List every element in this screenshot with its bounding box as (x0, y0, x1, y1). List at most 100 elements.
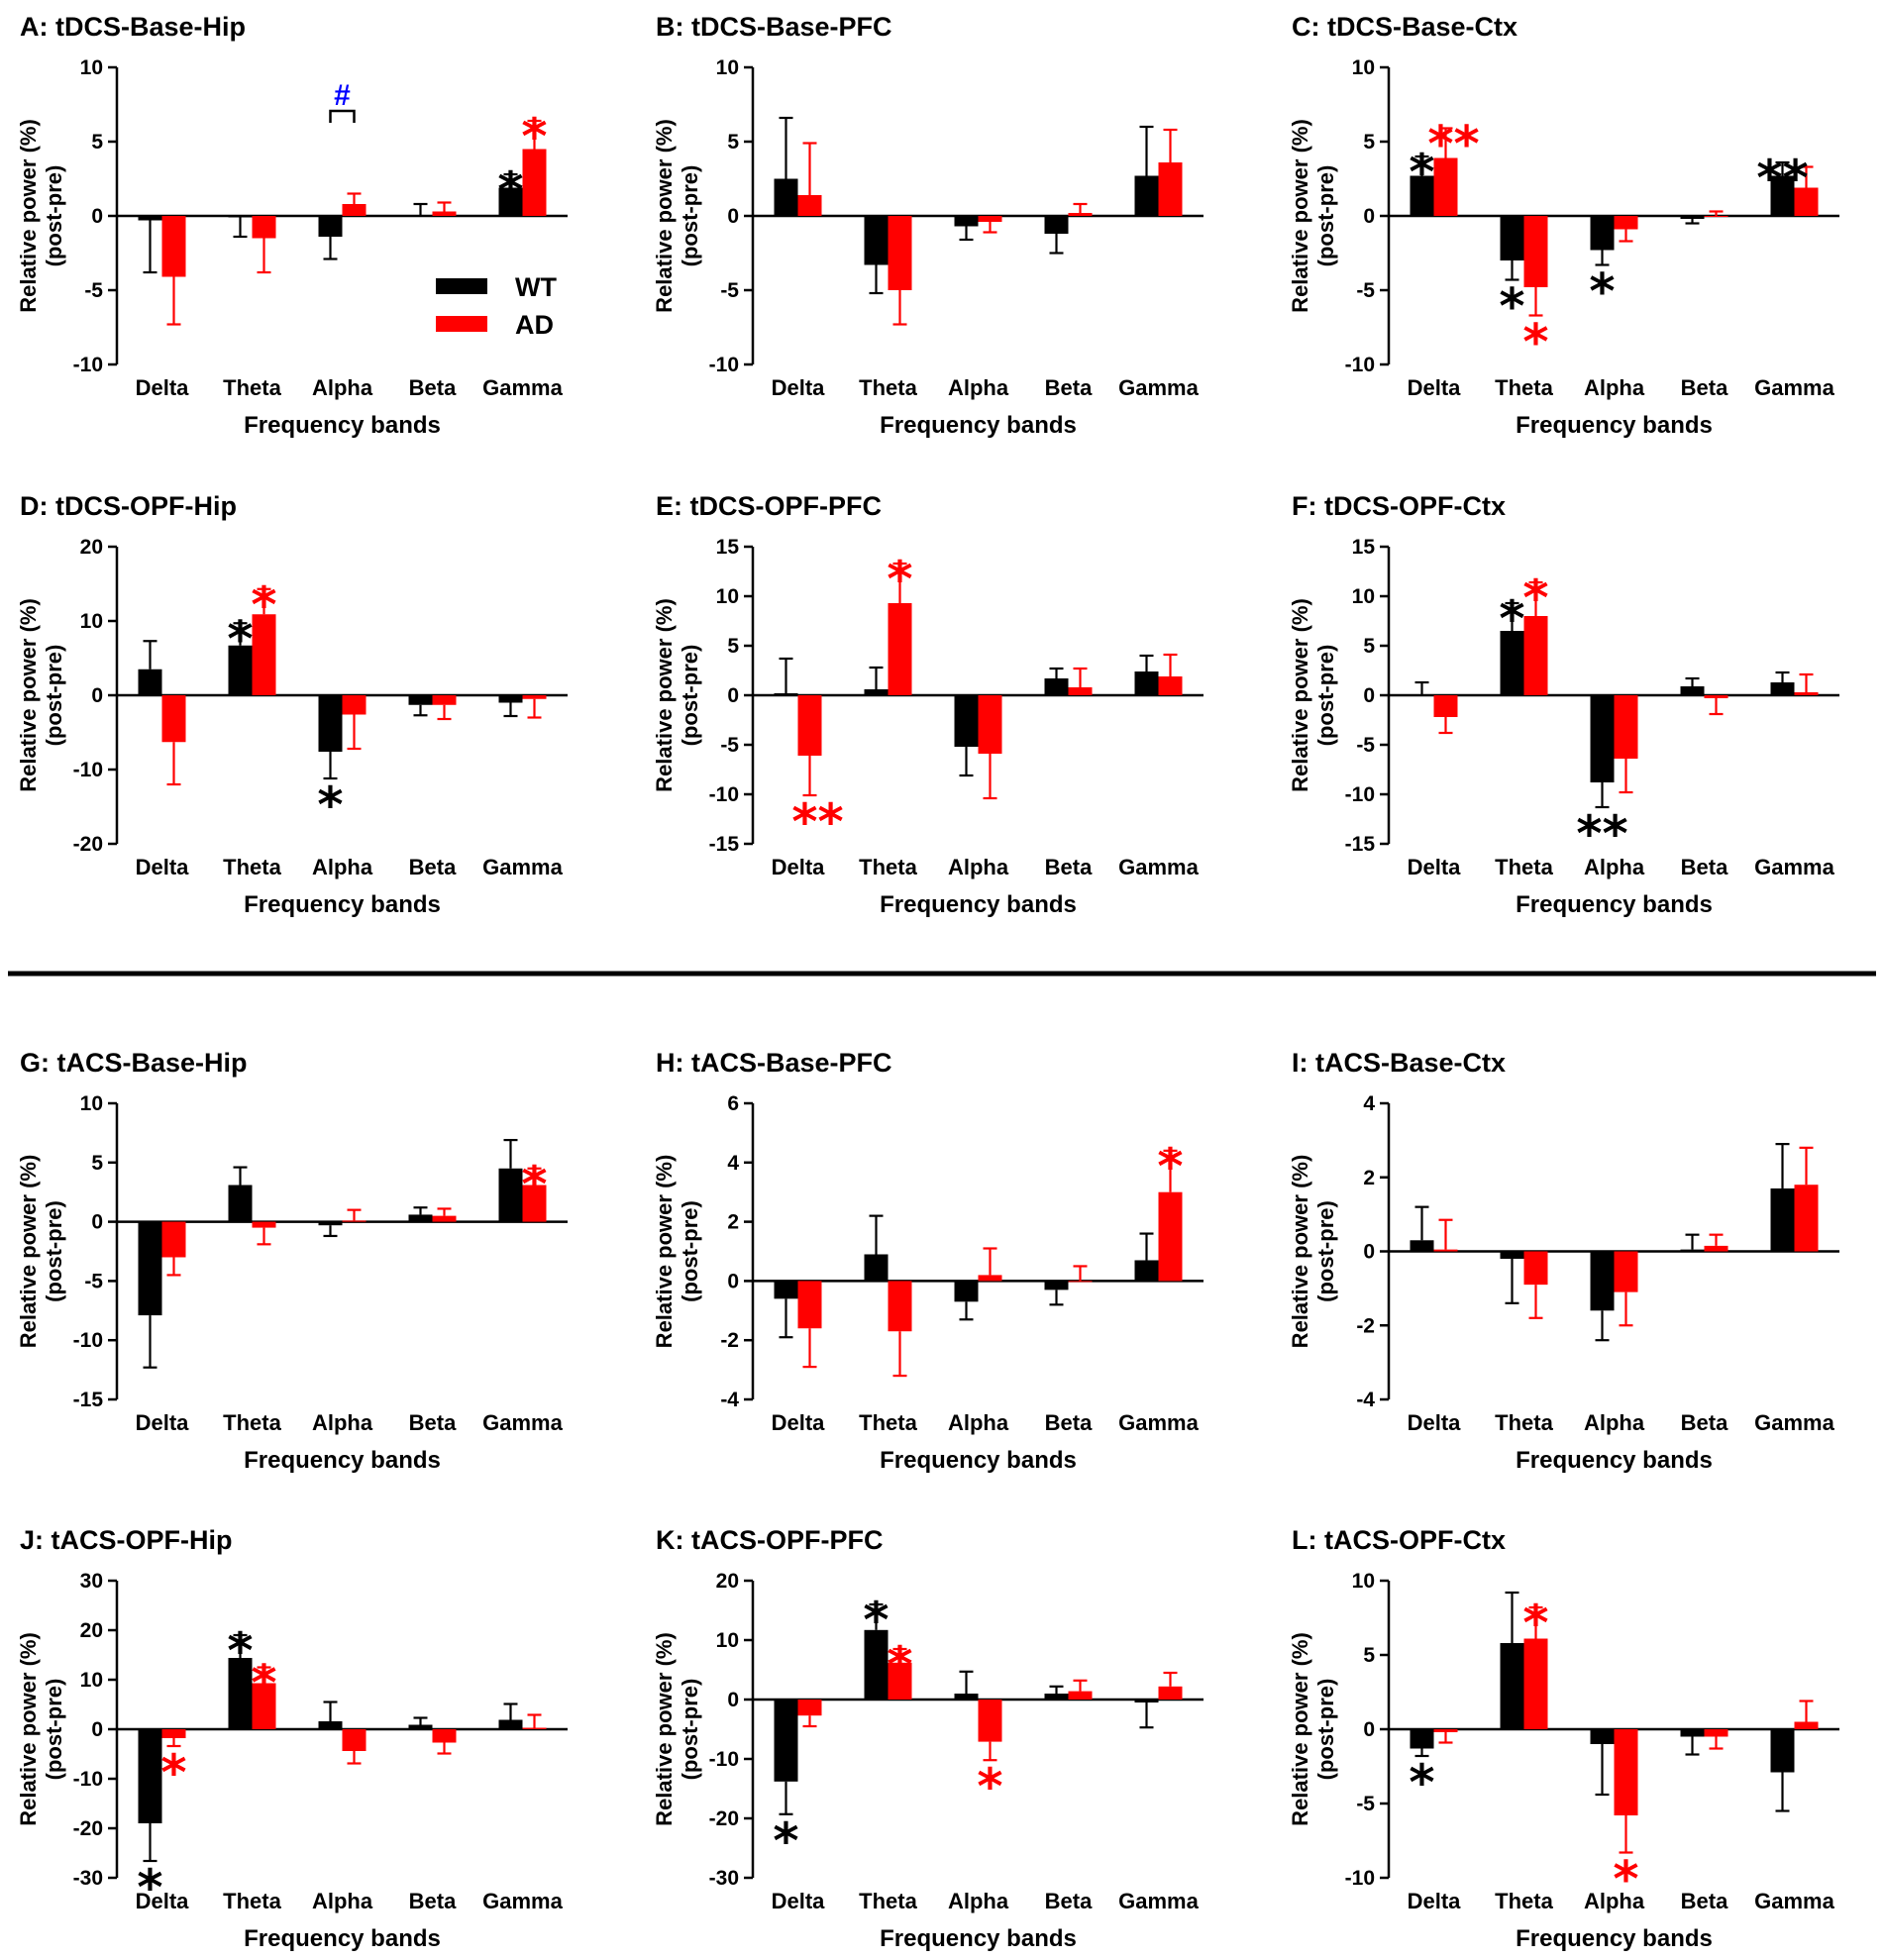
bar-ad (1158, 676, 1183, 695)
x-tick-label: Theta (859, 375, 917, 400)
significance-star: * (317, 776, 343, 834)
x-tick-label: Beta (1681, 1410, 1728, 1435)
y-tick-label: 4 (727, 1152, 739, 1175)
bar-ad (252, 216, 276, 239)
bar-wt (1044, 678, 1069, 695)
x-tick-label: Gamma (1118, 1410, 1199, 1435)
y-axis-label: Relative power (%) (652, 598, 677, 792)
bar-ad (1433, 1729, 1458, 1732)
panel-title: C: tDCS-Base-Ctx (1292, 12, 1518, 42)
bar-wt (1500, 216, 1524, 260)
panel-c: C: tDCS-Base-Ctx -10 -5 0 5 10 Relative power … (1288, 12, 1839, 439)
y-tick-label: 10 (1352, 585, 1375, 608)
x-axis-label: Frequency bands (1516, 891, 1713, 918)
bar-wt (954, 1281, 979, 1302)
x-tick-label: Alpha (1584, 1410, 1645, 1435)
y-tick-label: -5 (720, 734, 739, 757)
bar-ad (797, 695, 822, 756)
x-tick-label: Alpha (948, 1410, 1009, 1435)
x-tick-label: Delta (136, 1410, 190, 1435)
significance-star: ** (1576, 805, 1627, 863)
bar-ad (1794, 187, 1819, 216)
x-tick-label: Alpha (312, 1889, 373, 1913)
x-tick-label: Beta (1045, 1410, 1093, 1435)
bar-ad (252, 614, 276, 695)
panel-title: G: tACS-Base-Hip (20, 1048, 248, 1078)
significance-star: * (227, 1622, 253, 1680)
x-tick-label: Delta (136, 1889, 190, 1913)
x-axis-label: Frequency bands (880, 1925, 1077, 1952)
legend-label-ad: AD (515, 310, 554, 340)
bar-wt (138, 1221, 162, 1316)
bar-wt (138, 1729, 162, 1823)
bar-ad (797, 1700, 822, 1716)
y-tick-label: 0 (727, 1270, 739, 1292)
bar-ad (1794, 1185, 1819, 1252)
bar-ad (1704, 1245, 1728, 1252)
y-tick-label: -5 (1356, 1793, 1375, 1815)
y-tick-label: 0 (1363, 1241, 1375, 1264)
significance-star: * (1499, 278, 1524, 336)
y-tick-label: -2 (1356, 1314, 1375, 1337)
x-tick-label: Alpha (1584, 1889, 1645, 1913)
y-tick-label: 5 (727, 131, 739, 154)
bar-ad (888, 1662, 912, 1700)
significance-star: * (497, 161, 523, 219)
y-tick-label: 10 (80, 1669, 103, 1692)
bar-ad (1068, 213, 1093, 216)
bar-wt (498, 1719, 523, 1729)
bar-wt (1410, 694, 1434, 695)
bar-wt (1680, 686, 1705, 695)
x-tick-label: Beta (409, 1889, 457, 1913)
significance-star: * (977, 1758, 1002, 1815)
bar-ad (1068, 1281, 1093, 1283)
y-tick-label: 5 (1363, 635, 1375, 658)
x-tick-label: Alpha (948, 1889, 1009, 1913)
bar-wt (1134, 671, 1159, 695)
bar-wt (774, 693, 798, 695)
y-tick-label: -10 (709, 783, 739, 806)
bar-wt (228, 1658, 253, 1729)
y-axis-label-2: (post-pre) (678, 1200, 702, 1302)
panel-title: H: tACS-Base-PFC (656, 1048, 892, 1078)
x-tick-label: Theta (859, 1410, 917, 1435)
panel-title: D: tDCS-OPF-Hip (20, 491, 237, 521)
panel-j: J: tACS-OPF-Hip -30 -20 -10 0 10 20 30 Relative … (16, 1525, 568, 1952)
panel-title: L: tACS-OPF-Ctx (1292, 1525, 1506, 1555)
y-tick-label: -10 (1345, 783, 1375, 806)
y-tick-label: -10 (73, 759, 103, 781)
bar-ad (1614, 1251, 1638, 1292)
y-tick-label: 0 (727, 1689, 739, 1711)
y-tick-label: 2 (1363, 1167, 1375, 1189)
y-tick-label: 10 (716, 1629, 739, 1652)
y-tick-label: -10 (73, 1768, 103, 1791)
bar-ad (1614, 216, 1638, 230)
bar-wt (1590, 1729, 1615, 1744)
x-tick-label: Gamma (1754, 1889, 1834, 1913)
x-tick-label: Theta (859, 855, 917, 879)
significance-star: * (227, 610, 253, 668)
bar-wt (864, 1254, 889, 1282)
y-tick-label: 0 (91, 205, 103, 228)
y-tick-label: 10 (716, 56, 739, 79)
bar-ad (1433, 1249, 1458, 1252)
y-tick-label: 6 (727, 1092, 739, 1115)
x-axis-label: Frequency bands (1516, 412, 1713, 439)
bar-wt (138, 216, 162, 221)
bar-ad (342, 695, 366, 715)
bar-ad (1068, 1691, 1093, 1700)
bar-ad (1523, 216, 1548, 287)
bar-wt (1680, 1729, 1705, 1737)
panel-g: G: tACS-Base-Hip -15 -10 -5 0 5 10 Relative pow… (16, 1048, 568, 1474)
bar-ad (161, 695, 186, 743)
bar-ad (1158, 1686, 1183, 1700)
bar-ad (252, 1221, 276, 1228)
panel-title: F: tDCS-OPF-Ctx (1292, 491, 1506, 521)
y-tick-label: -10 (1345, 354, 1375, 376)
bar-wt (1770, 1187, 1795, 1252)
y-tick-label: 0 (91, 684, 103, 707)
x-tick-label: Gamma (1118, 375, 1199, 400)
y-axis-label-2: (post-pre) (1313, 645, 1338, 747)
significance-star: * (1589, 263, 1615, 321)
bar-ad (161, 1221, 186, 1258)
